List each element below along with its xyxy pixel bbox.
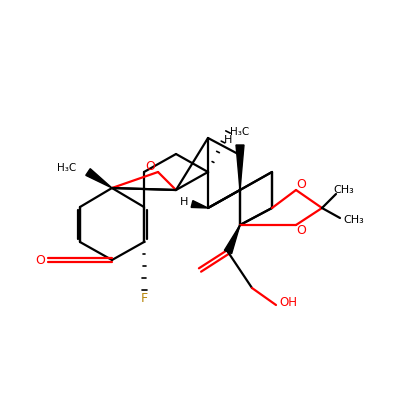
Text: O: O (296, 178, 306, 192)
Text: O: O (35, 254, 45, 266)
Text: CH₃: CH₃ (334, 185, 354, 195)
Text: F: F (140, 292, 148, 304)
Text: O: O (145, 160, 155, 174)
Text: H: H (180, 197, 188, 207)
Polygon shape (224, 225, 240, 254)
Text: H: H (224, 135, 232, 145)
Text: H₃C: H₃C (230, 127, 250, 137)
Text: H₃C: H₃C (57, 163, 76, 173)
Polygon shape (236, 145, 244, 190)
Polygon shape (86, 169, 112, 188)
Text: OH: OH (279, 296, 297, 310)
Text: CH₃: CH₃ (344, 215, 364, 225)
Text: O: O (296, 224, 306, 236)
Polygon shape (191, 201, 208, 208)
